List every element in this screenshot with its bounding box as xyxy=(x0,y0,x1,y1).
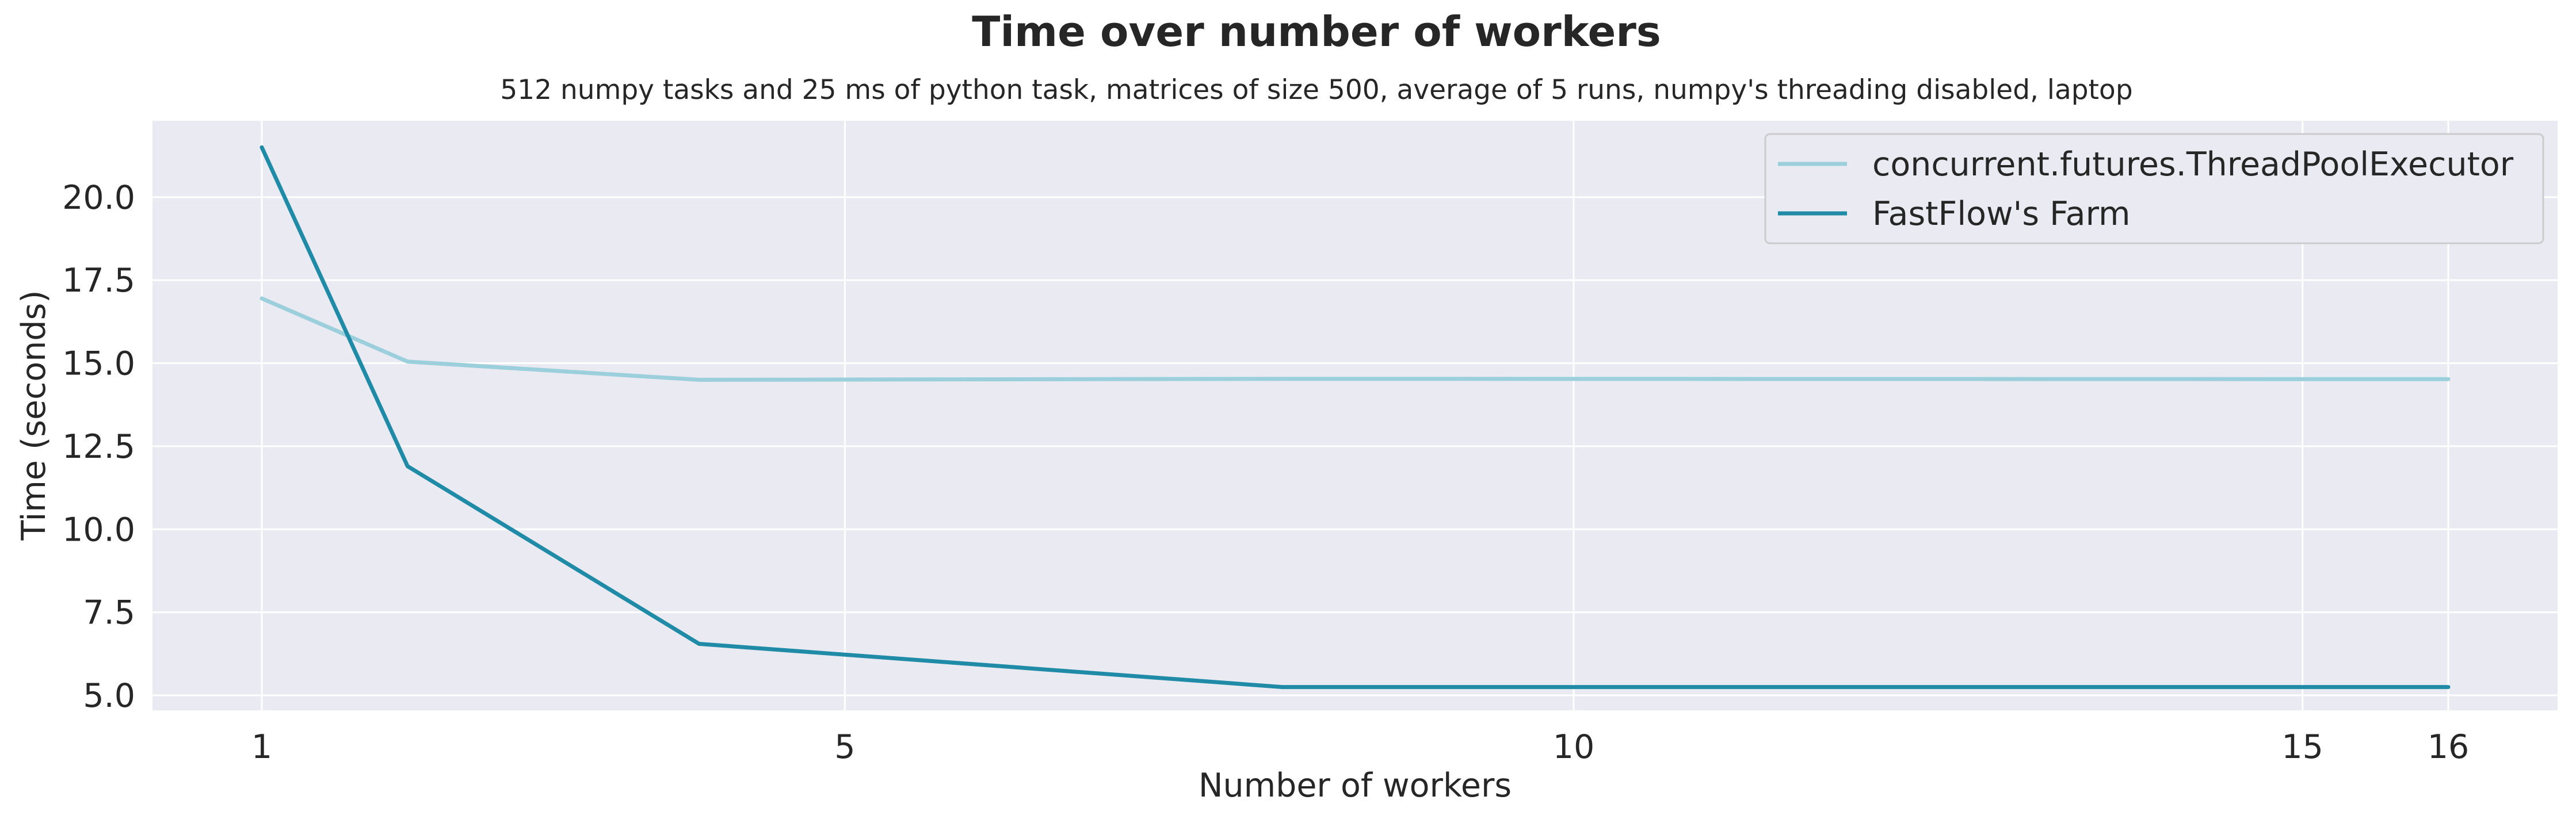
y-tick-label: 12.5 xyxy=(62,428,135,466)
x-axis-label: Number of workers xyxy=(1199,767,1512,805)
tick-layer: 1 5 10 15 165.07.510.012.515.017.520.0 xyxy=(62,179,2469,766)
y-tick-label: 10.0 xyxy=(62,511,135,549)
grid-layer xyxy=(152,121,2558,710)
series-layer xyxy=(259,145,2451,690)
chart-subtitle: 512 numpy tasks and 25 ms of python task… xyxy=(500,74,2132,106)
series-line-0 xyxy=(259,296,2451,382)
chart-title: Time over number of workers xyxy=(972,7,1661,56)
x-tick-label: 10 xyxy=(1553,728,1595,766)
x-tick-label: 16 xyxy=(2428,728,2470,766)
y-tick-label: 17.5 xyxy=(62,262,135,300)
y-tick-label: 20.0 xyxy=(62,179,135,217)
series-line-1 xyxy=(259,145,2451,690)
legend: concurrent.futures.ThreadPoolExecutor Fas… xyxy=(1764,133,2544,244)
x-tick-label: 1 xyxy=(251,728,272,766)
legend-box xyxy=(1764,133,2544,244)
y-tick-label: 5.0 xyxy=(83,677,135,715)
legend-label: FastFlow's Farm xyxy=(1872,195,2131,233)
legend-label: concurrent.futures.ThreadPoolExecutor xyxy=(1872,146,2514,183)
y-tick-label: 7.5 xyxy=(83,594,135,632)
y-tick-label: 15.0 xyxy=(62,345,135,383)
x-tick-label: 15 xyxy=(2281,728,2323,766)
y-axis-label: Time (seconds) xyxy=(15,290,53,541)
x-tick-label: 5 xyxy=(834,728,855,766)
